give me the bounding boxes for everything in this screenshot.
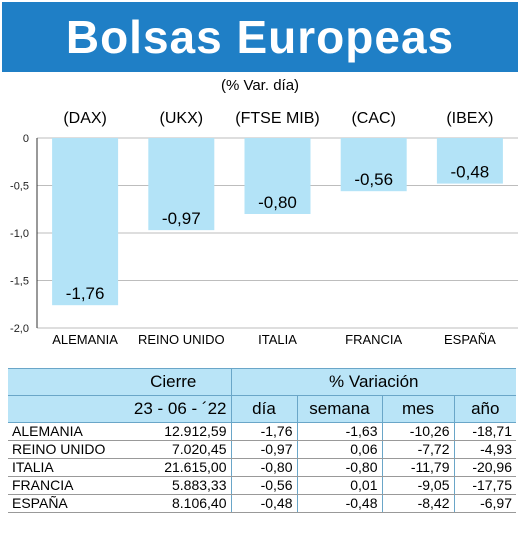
table-cell-mes: -10,26 <box>381 422 454 441</box>
table-cell-dia: -0,80 <box>230 458 297 477</box>
table-cell-mes: -7,72 <box>381 440 454 459</box>
table-cell-name: REINO UNIDO <box>8 440 116 459</box>
bar-chart: 0 -0,5 -1,0 -1,5 -2,0 (DAX) -1,76 ALEMANIA (UKX)… <box>10 110 518 347</box>
table-cell-name: ESPAÑA <box>8 494 116 513</box>
header-variacion: % Variación <box>230 368 517 396</box>
data-label: -1,76 <box>66 284 105 303</box>
header-dia: día <box>230 395 297 423</box>
index-label: (IBEX) <box>446 110 493 127</box>
table-subheader-row: 23 - 06 - ´22 día semana mes año <box>8 395 517 423</box>
index-label: (DAX) <box>63 110 107 127</box>
y-tick-label: -1,5 <box>10 276 29 288</box>
index-label: (CAC) <box>351 110 395 127</box>
table-row: ITALIA 21.615,00 -0,80 -0,80 -11,79 -20,96 <box>8 458 517 477</box>
bar <box>436 138 503 184</box>
table-row: REINO UNIDO 7.020,45 -0,97 0,06 -7,72 -4,93 <box>8 440 517 459</box>
header-anio: año <box>453 395 517 423</box>
chart-title: Bolsas Europeas <box>65 11 455 63</box>
table-cell-cierre: 12.912,59 <box>116 422 231 441</box>
table-cell-semana: 0,01 <box>296 476 382 495</box>
table-cell-cierre: 21.615,00 <box>116 458 231 477</box>
data-label: -0,48 <box>451 163 490 182</box>
header-mes: mes <box>381 395 454 423</box>
table-cell-name: FRANCIA <box>8 476 116 495</box>
table-cell-mes: -8,42 <box>381 494 454 513</box>
table-cell-cierre: 7.020,45 <box>116 440 231 459</box>
data-label: -0,56 <box>354 170 393 189</box>
title-bar: Bolsas Europeas <box>2 2 518 72</box>
table-row: ALEMANIA 12.912,59 -1,76 -1,63 -10,26 -18,71 <box>8 422 517 441</box>
x-tick-label: FRANCIA <box>345 332 402 347</box>
table-cell-anio: -4,93 <box>453 440 517 459</box>
table-row: ESPAÑA 8.106,40 -0,48 -0,48 -8,42 -6,97 <box>8 494 517 513</box>
table-cell-anio: -18,71 <box>453 422 517 441</box>
table-cell-name: ALEMANIA <box>8 422 116 441</box>
table-cell-cierre: 8.106,40 <box>116 494 231 513</box>
bar <box>244 138 311 214</box>
table-cell-semana: -0,80 <box>296 458 382 477</box>
header-empty-cell <box>8 368 116 396</box>
table-cell-mes: -9,05 <box>381 476 454 495</box>
header-cierre: Cierre <box>116 368 231 396</box>
y-tick-label: 0 <box>23 133 29 145</box>
data-label: -0,80 <box>258 193 297 212</box>
x-tick-label: ALEMANIA <box>52 332 118 347</box>
index-label: (UKX) <box>160 110 204 127</box>
y-tick-label: -0,5 <box>10 181 29 193</box>
index-label: (FTSE MIB) <box>235 110 319 127</box>
header-empty-cell <box>8 395 116 423</box>
chart-subtitle: (% Var. día) <box>220 77 300 94</box>
table-cell-semana: 0,06 <box>296 440 382 459</box>
table-cell-dia: -0,97 <box>230 440 297 459</box>
x-tick-label: ITALIA <box>258 332 297 347</box>
table-cell-dia: -1,76 <box>230 422 297 441</box>
bar <box>52 138 119 306</box>
table-cell-anio: -20,96 <box>453 458 517 477</box>
table-cell-anio: -6,97 <box>453 494 517 513</box>
table-cell-dia: -0,56 <box>230 476 297 495</box>
table-row: FRANCIA 5.883,33 -0,56 0,01 -9,05 -17,75 <box>8 476 517 495</box>
table-cell-cierre: 5.883,33 <box>116 476 231 495</box>
bar <box>340 138 407 192</box>
table-header-row: Cierre % Variación <box>8 368 517 396</box>
y-tick-label: -1,0 <box>10 228 29 240</box>
market-table: Cierre % Variación 23 - 06 - ´22 día sem… <box>8 368 517 513</box>
bar <box>148 138 215 231</box>
header-date: 23 - 06 - ´22 <box>116 395 231 423</box>
header-semana: semana <box>296 395 382 423</box>
table-cell-semana: -0,48 <box>296 494 382 513</box>
x-tick-label: ESPAÑA <box>444 332 496 347</box>
data-label: -0,97 <box>162 209 201 228</box>
table-cell-name: ITALIA <box>8 458 116 477</box>
table-cell-semana: -1,63 <box>296 422 382 441</box>
table-cell-mes: -11,79 <box>381 458 454 477</box>
table-cell-dia: -0,48 <box>230 494 297 513</box>
x-tick-label: REINO UNIDO <box>138 332 225 347</box>
table-cell-anio: -17,75 <box>453 476 517 495</box>
y-tick-label: -2,0 <box>10 323 29 335</box>
